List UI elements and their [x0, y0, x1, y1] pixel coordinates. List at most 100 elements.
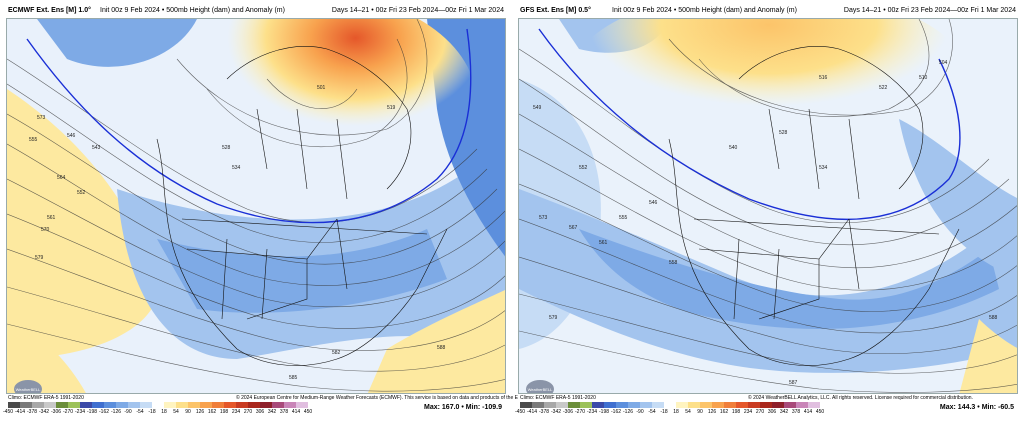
colorbar-tick-label: -54 — [136, 409, 144, 415]
colorbar-swatch — [272, 402, 284, 408]
colorbar-swatch — [116, 402, 128, 408]
min-value: -109.9 — [482, 404, 502, 411]
colorbar-tick-label: 162 — [207, 409, 217, 415]
colorbar-tick-label: -450 — [514, 409, 526, 415]
colorbar-tick-label: -270 — [62, 409, 74, 415]
reference-contour — [26, 28, 472, 224]
colorbar-tick-label: -306 — [50, 409, 62, 415]
contour-label: 564 — [57, 175, 66, 181]
colorbar-swatch — [212, 402, 224, 408]
colorbar-tick-label: -54 — [648, 409, 656, 415]
colorbar-swatch — [92, 402, 104, 408]
map-plot: 573 555 546 564 579 582 585 528 534 543 … — [6, 18, 506, 394]
colorbar-tick-label: -126 — [622, 409, 634, 415]
weatherbell-logo: WeatherBELL — [14, 380, 42, 393]
contour-label: 519 — [387, 105, 396, 111]
colorbar-tick-label: -18 — [148, 409, 156, 415]
colorbar-swatch — [152, 402, 164, 408]
colorbar-tick-label: 90 — [697, 409, 703, 415]
colorbar-tick-label: -306 — [562, 409, 574, 415]
colorbar-swatch — [736, 402, 748, 408]
colorbar-tick-label: 126 — [195, 409, 205, 415]
colorbar-swatch — [260, 402, 272, 408]
colorbar-swatch — [248, 402, 260, 408]
colorbar-swatch — [556, 402, 568, 408]
max-label: Max: — [424, 404, 440, 411]
panel-footer: Climo: ECMWF ERA-5 1991-2020 © 2024 Weat… — [514, 394, 1018, 421]
map-plot: 549 540 552 558 567 573 579 587 528 534 … — [518, 18, 1018, 394]
model-title: GFS Ext. Ens [M] 0.5° — [520, 7, 591, 14]
colorbar-tick-label: -90 — [636, 409, 644, 415]
colorbar-swatch — [176, 402, 188, 408]
colorbar-tick-label: 198 — [219, 409, 229, 415]
colorbar-tick-label: -162 — [98, 409, 110, 415]
colorbar-tick-label: 306 — [767, 409, 777, 415]
contour-label: 588 — [989, 315, 998, 321]
contour-labels: 549 540 552 558 567 573 579 587 528 534 … — [533, 60, 998, 386]
colorbar-tick-label: 162 — [719, 409, 729, 415]
colorbar-tick-label: -414 — [526, 409, 538, 415]
colorbar-swatch — [604, 402, 616, 408]
colorbar-tick-label: 414 — [803, 409, 813, 415]
colorbar-swatch — [68, 402, 80, 408]
contour-label: 579 — [549, 315, 558, 321]
colorbar-swatch — [676, 402, 688, 408]
contour-label: 588 — [437, 345, 446, 351]
colorbar-tick-label: 270 — [243, 409, 253, 415]
colorbar-tick-label: 234 — [743, 409, 753, 415]
anomaly-positive-west — [7, 89, 159, 359]
contour-label: 567 — [569, 225, 578, 231]
colorbar-tick-label: -234 — [586, 409, 598, 415]
contour-label: 501 — [317, 85, 326, 91]
colorbar-swatch — [784, 402, 796, 408]
anomaly-positive-canada — [569, 19, 969, 169]
coastlines-borders — [156, 46, 448, 366]
colorbar-swatch — [140, 402, 152, 408]
panel-header: GFS Ext. Ens [M] 0.5° Init 00z 9 Feb 202… — [518, 4, 1018, 18]
colorbar-tick-label: -378 — [538, 409, 550, 415]
colorbar-swatch — [796, 402, 808, 408]
gfs-panel: GFS Ext. Ens [M] 0.5° Init 00z 9 Feb 202… — [514, 4, 1018, 421]
colorbar-swatch — [128, 402, 140, 408]
colorbar-swatch — [568, 402, 580, 408]
colorbar-swatch — [544, 402, 556, 408]
colorbar-tick-label: -450 — [2, 409, 14, 415]
colorbar-tick-label: -270 — [574, 409, 586, 415]
colorbar-tick-label: -342 — [550, 409, 562, 415]
colorbar-tick-label: 18 — [161, 409, 167, 415]
contour-label: 534 — [819, 165, 828, 171]
colorbar-tick-label: -414 — [14, 409, 26, 415]
height-contours — [7, 19, 505, 392]
svg-text:WeatherBELL: WeatherBELL — [16, 387, 42, 392]
colorbar-swatch — [8, 402, 20, 408]
contour-label: 558 — [669, 260, 678, 266]
contour-label: 546 — [67, 133, 76, 139]
colorbar-swatch — [592, 402, 604, 408]
contour-label: 587 — [789, 380, 798, 386]
colorbar-tick-label: 270 — [755, 409, 765, 415]
colorbar-tick-label: 450 — [815, 409, 825, 415]
contour-label: 570 — [41, 227, 50, 233]
colorbar-tick-label: 18 — [673, 409, 679, 415]
colorbar-tick-label: -378 — [26, 409, 38, 415]
colorbar-swatch — [724, 402, 736, 408]
max-value: 167.0 — [441, 404, 460, 411]
contour-label: 528 — [779, 130, 788, 136]
contour-label: 585 — [289, 375, 298, 381]
anomaly-positive-southwest — [7, 319, 86, 393]
contour-labels: 573 555 546 564 579 582 585 528 534 543 … — [29, 85, 446, 381]
svg-text:WeatherBELL: WeatherBELL — [528, 387, 554, 392]
colorbar-swatch — [628, 402, 640, 408]
ecmwf-panel: ECMWF Ext. Ens [M] 1.0° Init 00z 9 Feb 2… — [2, 4, 534, 421]
run-info: Init 00z 9 Feb 2024 • 500mb Height (dam)… — [100, 7, 285, 14]
anomaly-positive-southeast — [367, 289, 505, 393]
colorbar-swatch — [760, 402, 772, 408]
colorbar-tick-label: 342 — [779, 409, 789, 415]
min-value: -60.5 — [998, 404, 1014, 411]
climo-label: Climo: ECMWF ERA-5 1991-2020 — [8, 395, 84, 401]
contour-label: 522 — [879, 85, 888, 91]
contour-label: 546 — [649, 200, 658, 206]
colorbar-tick-label: -198 — [598, 409, 610, 415]
colorbar-tick-label: 342 — [267, 409, 277, 415]
max-min-readout: Max: 144.3 • Min: -60.5 — [939, 404, 1014, 411]
